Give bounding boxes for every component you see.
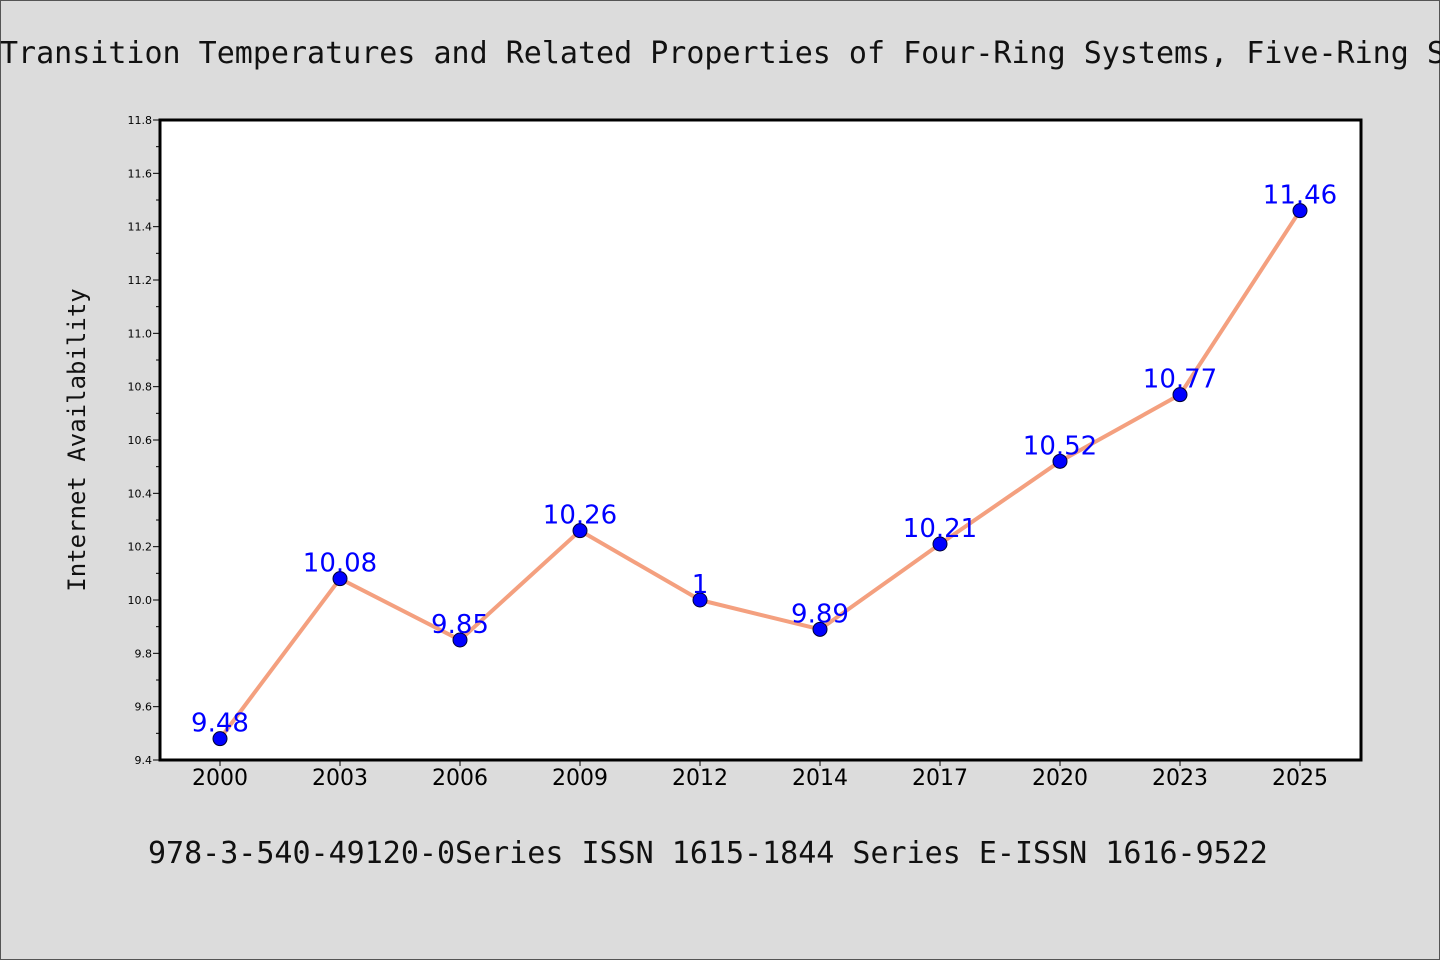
x-axis: 2000 2003 2006 2009 2012 2014 2017 2020 2023 2025 <box>192 760 1328 791</box>
x-tick-label: 2025 <box>1272 766 1328 791</box>
y-tick-label: 10.6 <box>128 434 153 447</box>
data-label: 10.77 <box>1143 365 1217 395</box>
data-point <box>692 592 708 608</box>
y-tick-label: 10.8 <box>128 381 153 394</box>
y-tick-label: 10.4 <box>128 487 153 500</box>
data-point <box>572 523 588 539</box>
y-tick-label: 11.8 <box>128 114 153 127</box>
series-group: 9.48 10.08 9.85 10.26 1 9.89 10.21 10.52 10.77 11… <box>191 181 1337 747</box>
x-tick-label: 2014 <box>792 766 848 791</box>
y-tick-label: 11.0 <box>128 327 153 340</box>
data-point <box>452 632 468 648</box>
series-line <box>218 208 1302 741</box>
y-tick-label: 11.2 <box>128 274 153 287</box>
data-label: 1 <box>692 570 709 600</box>
y-tick-label: 9.4 <box>135 754 153 767</box>
data-point <box>812 621 828 637</box>
x-tick-label: 2009 <box>552 766 608 791</box>
y-axis: 9.4 9.6 9.8 10.0 10.2 10.4 10.6 10.8 11.0 11.2 11.… <box>128 114 160 767</box>
data-point <box>332 571 348 587</box>
data-label: 9.85 <box>431 610 489 640</box>
y-tick-label: 11.6 <box>128 167 153 180</box>
chart-title: Transition Temperatures and Related Prop… <box>0 36 1440 71</box>
x-tick-label: 2003 <box>312 766 368 791</box>
x-tick-label: 2000 <box>192 766 248 791</box>
data-label: 9.89 <box>791 599 849 629</box>
data-label: 10.08 <box>303 549 377 579</box>
data-label: 10.21 <box>903 514 977 544</box>
data-point <box>932 536 948 552</box>
x-tick-label: 2020 <box>1032 766 1088 791</box>
data-label: 9.48 <box>191 709 249 739</box>
data-label: 11.46 <box>1263 181 1337 211</box>
x-tick-label: 2017 <box>912 766 968 791</box>
x-tick-label: 2023 <box>1152 766 1208 791</box>
plot-border <box>158 118 1363 762</box>
y-axis-label: Internet Availability <box>63 288 91 591</box>
data-point <box>1292 203 1308 219</box>
data-label: 10.26 <box>543 501 617 531</box>
y-tick-label: 10.0 <box>128 594 153 607</box>
y-tick-label: 9.6 <box>135 701 153 714</box>
data-point <box>212 731 228 747</box>
data-point <box>1052 453 1068 469</box>
data-point <box>1172 387 1188 403</box>
x-tick-label: 2012 <box>672 766 728 791</box>
data-label: 10.52 <box>1023 431 1097 461</box>
y-tick-label: 11.4 <box>128 221 153 234</box>
plot-area <box>160 120 1361 760</box>
y-tick-label: 10.2 <box>128 541 153 554</box>
x-tick-label: 2006 <box>432 766 488 791</box>
y-tick-label: 9.8 <box>135 647 153 660</box>
footer-text: 978-3-540-49120-0Series ISSN 1615-1844 S… <box>148 836 1268 871</box>
